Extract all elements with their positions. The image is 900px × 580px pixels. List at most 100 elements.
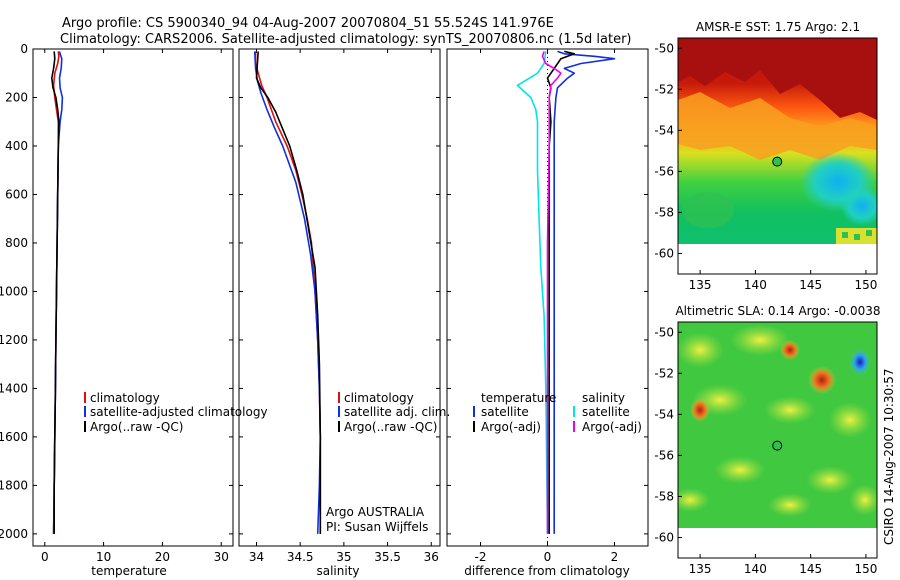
series-line	[546, 50, 576, 534]
legend-header-salinity: salinity	[582, 391, 625, 405]
map-y-tick-label: -54	[654, 407, 674, 421]
map-y-tick-label: -50	[654, 325, 674, 339]
sst-map-frame	[677, 37, 878, 275]
legend-label-climatology: climatology	[344, 391, 414, 405]
map-x-tick-label: 140	[744, 278, 767, 292]
map-y-tick-label: -60	[654, 246, 674, 260]
header-line2: Climatology: CARS2006. Satellite-adjuste…	[60, 32, 632, 47]
series-line	[516, 51, 549, 534]
x-tick-label: 0	[544, 550, 552, 564]
map-y-tick-label: -52	[654, 82, 674, 96]
legend-swatch-satellite	[338, 406, 340, 417]
sla-map-ticks: 135 140 145 150 -50 -52 -54 -56 -58 -60	[654, 325, 877, 576]
map-x-tick-label: 150	[854, 562, 877, 576]
sst-map-image	[678, 38, 877, 244]
legend-label-climatology: climatology	[90, 391, 160, 405]
depth-tick-label: 0	[20, 42, 28, 56]
depth-tick-label: 1000	[0, 284, 28, 298]
legend-label-argo: Argo(..raw -QC)	[90, 420, 183, 434]
temperature-legend: climatology satellite-adjusted climatolo…	[84, 391, 268, 434]
difference-legend: temperature salinity satellite Argo(-adj…	[473, 391, 642, 434]
map-x-tick-label: 145	[799, 562, 822, 576]
series-line	[255, 51, 322, 534]
series-line	[51, 51, 60, 534]
x-tick-label: 35	[336, 550, 351, 564]
axis-ticks: 0 10 20 30 34 34.5 35 35.5 36 -2 0 2	[33, 48, 648, 564]
map-y-tick-label: -60	[654, 530, 674, 544]
depth-tick-labels: 0 200 400 600 800 1000 1200 1400 1600 1800 2000	[0, 42, 28, 541]
temperature-panel	[32, 48, 234, 547]
map-y-tick-label: -50	[654, 41, 674, 55]
depth-tick-label: 2000	[0, 527, 28, 541]
map-x-tick-label: 135	[689, 278, 712, 292]
series-line	[553, 50, 616, 534]
x-tick-label: 0	[41, 550, 49, 564]
sla-map-image	[678, 322, 877, 528]
depth-tick-label: 1600	[0, 430, 28, 444]
x-tick-label: 2	[611, 550, 619, 564]
legend-swatch-climatology	[338, 392, 340, 403]
x-tick-label: 35.5	[374, 550, 401, 564]
depth-tick-label: 400	[5, 139, 28, 153]
x-tick-label: 30	[214, 550, 229, 564]
side-timestamp: CSIRO 14-Aug-2007 10:30:57	[882, 369, 896, 545]
depth-tick-label: 600	[5, 187, 28, 201]
map-y-tick-label: -58	[654, 205, 674, 219]
depth-tick-label: 800	[5, 236, 28, 250]
series-line	[253, 51, 322, 534]
map-x-tick-label: 140	[744, 562, 767, 576]
map-y-tick-label: -56	[654, 448, 674, 462]
legend-swatch-temp-satellite	[473, 406, 475, 417]
depth-tick-label: 1400	[0, 381, 28, 395]
legend-label-sal-satellite: satellite	[582, 405, 630, 419]
annotation-argo-australia: Argo AUSTRALIA	[326, 505, 425, 519]
x-tick-label: 36	[424, 550, 439, 564]
legend-swatch-argo	[84, 421, 86, 432]
legend-label-satellite: satellite-adjusted climatology	[90, 405, 268, 419]
legend-swatch-temp-argo	[473, 421, 475, 432]
depth-tick-label: 200	[5, 90, 28, 104]
salinity-xlabel: salinity	[316, 564, 359, 578]
annotation-pi: PI: Susan Wijffels	[326, 520, 428, 534]
profile-lines	[51, 50, 616, 534]
x-tick-label: 20	[155, 550, 170, 564]
legend-header-temperature: temperature	[481, 391, 556, 405]
series-line	[541, 51, 562, 534]
sla-map-title: Altimetric SLA: 0.14 Argo: -0.0038	[675, 304, 880, 318]
header-line1: Argo profile: CS 5900340_94 04-Aug-2007 …	[62, 16, 554, 31]
legend-swatch-satellite	[84, 406, 86, 417]
depth-tick-label: 1200	[0, 333, 28, 347]
x-tick-label: -2	[475, 550, 487, 564]
legend-label-argo: Argo(..raw -QC)	[344, 420, 437, 434]
sst-argo-marker	[772, 156, 783, 167]
legend-swatch-climatology	[84, 392, 86, 403]
sst-map-ticks: 135 140 145 150 -50 -52 -54 -56 -58 -60	[654, 41, 877, 292]
map-x-tick-label: 135	[689, 562, 712, 576]
map-x-tick-label: 145	[799, 278, 822, 292]
map-x-tick-label: 150	[854, 278, 877, 292]
legend-label-temp-satellite: satellite	[481, 405, 529, 419]
x-tick-label: 34.5	[287, 550, 314, 564]
salinity-panel	[238, 48, 441, 547]
temperature-xlabel: temperature	[91, 564, 166, 578]
legend-swatch-sal-satellite	[573, 406, 575, 417]
series-line	[254, 51, 322, 534]
depth-tick-label: 1800	[0, 478, 28, 492]
map-y-tick-label: -56	[654, 164, 674, 178]
sla-map-frame	[677, 321, 878, 559]
legend-label-sal-argo: Argo(-adj)	[582, 420, 642, 434]
x-tick-label: 34	[249, 550, 264, 564]
map-y-tick-label: -58	[654, 489, 674, 503]
legend-swatch-sal-argo	[573, 421, 575, 432]
legend-label-temp-argo: Argo(-adj)	[481, 420, 541, 434]
map-y-tick-label: -54	[654, 123, 674, 137]
sst-map-title: AMSR-E SST: 1.75 Argo: 2.1	[696, 20, 860, 34]
x-tick-label: 10	[96, 550, 111, 564]
sla-argo-marker	[772, 440, 783, 451]
salinity-legend: climatology satellite adj. clim. Argo(..…	[326, 391, 450, 534]
map-y-tick-label: -52	[654, 366, 674, 380]
difference-xlabel: difference from climatology	[464, 564, 630, 578]
legend-swatch-argo	[338, 421, 340, 432]
legend-label-satellite: satellite adj. clim.	[344, 405, 450, 419]
